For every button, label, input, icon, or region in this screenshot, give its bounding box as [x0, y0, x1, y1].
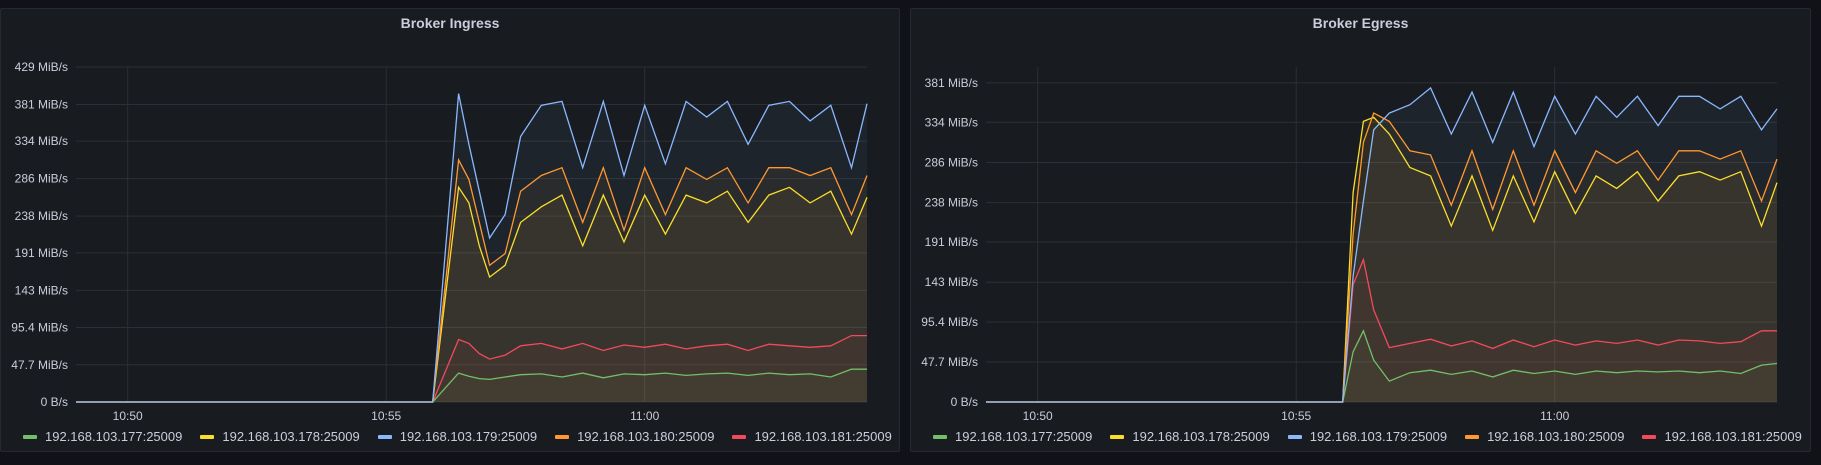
legend-label: 192.168.103.178:25009 — [222, 429, 360, 444]
series-area — [76, 93, 867, 402]
legend-label: 192.168.103.179:25009 — [1309, 429, 1448, 444]
legend-label: 192.168.103.181:25009 — [754, 429, 892, 444]
series-line — [76, 185, 868, 403]
legend-label: 192.168.103.179:25009 — [399, 429, 538, 444]
y-tick-label: 191 MiB/s — [925, 235, 978, 249]
legend-swatch — [555, 434, 570, 439]
legend-item[interactable]: 192.168.103.177:25009 — [23, 429, 182, 444]
y-tick-label: 334 MiB/s — [15, 134, 68, 148]
y-tick-label: 286 MiB/s — [15, 172, 68, 186]
legend-swatch — [1110, 434, 1125, 439]
x-tick-label: 10:50 — [113, 409, 143, 423]
series-line — [986, 112, 1778, 403]
legend-swatch — [732, 434, 747, 439]
y-tick-label: 191 MiB/s — [15, 246, 68, 260]
y-tick-label: 47.7 MiB/s — [11, 358, 68, 372]
y-tick-label: 238 MiB/s — [15, 209, 68, 223]
legend-swatch — [1642, 434, 1657, 439]
legend-swatch — [1287, 434, 1302, 439]
legend-label: 192.168.103.180:25009 — [1487, 429, 1625, 444]
legend-swatch — [1465, 434, 1480, 439]
legend-item[interactable]: 192.168.103.181:25009 — [732, 429, 892, 444]
legend-label: 192.168.103.178:25009 — [1132, 429, 1270, 444]
legend-label: 192.168.103.177:25009 — [955, 429, 1093, 444]
series-line — [986, 257, 1777, 403]
y-tick-label: 381 MiB/s — [15, 97, 68, 111]
legend-label: 192.168.103.181:25009 — [1664, 429, 1802, 444]
series-area — [986, 330, 1777, 402]
legend-label: 192.168.103.177:25009 — [45, 429, 183, 444]
series-line — [76, 157, 868, 403]
broker-egress-panel: Broker Egress 0 B/s 47.7 MiB/s 95.4 MiB/s 1… — [910, 8, 1811, 452]
legend-item[interactable]: 192.168.103.177:25009 — [933, 429, 1092, 444]
legend-item[interactable]: 192.168.103.178:25009 — [1110, 429, 1270, 444]
legend-item[interactable]: 192.168.103.180:25009 — [555, 429, 714, 444]
y-tick-label: 95.4 MiB/s — [11, 321, 68, 335]
y-tick-label: 95.4 MiB/s — [921, 315, 978, 329]
broker-ingress-chart[interactable]: 0 B/s 47.7 MiB/s 95.4 MiB/s 143 MiB/s 191 Mi… — [1, 9, 901, 424]
broker-egress-chart[interactable]: 0 B/s 47.7 MiB/s 95.4 MiB/s 143 MiB/s 191 Mi… — [911, 9, 1812, 424]
legend-swatch — [377, 434, 392, 439]
y-tick-label: 286 MiB/s — [925, 155, 978, 169]
legend-item[interactable]: 192.168.103.179:25009 — [377, 429, 538, 444]
series-area — [76, 335, 867, 402]
legend-swatch — [23, 434, 37, 439]
panel-title: Broker Ingress — [400, 15, 500, 31]
series-area — [76, 369, 867, 402]
y-tick-label: 334 MiB/s — [925, 115, 978, 129]
y-tick-label: 238 MiB/s — [925, 196, 978, 210]
broker-ingress-panel: Broker Ingress 0 B/s 47.7 MiB/s 95.4 MiB/s… — [0, 8, 900, 452]
series-line — [76, 93, 868, 403]
y-tick-label: 0 B/s — [41, 395, 68, 409]
legend-label: 192.168.103.180:25009 — [577, 429, 715, 444]
series-line — [986, 329, 1778, 403]
y-tick-label: 381 MiB/s — [925, 76, 978, 90]
legend-swatch — [933, 434, 947, 439]
legend-item[interactable]: 192.168.103.179:25009 — [1287, 429, 1448, 444]
y-tick-label: 143 MiB/s — [925, 275, 978, 289]
y-tick-label: 47.7 MiB/s — [921, 355, 978, 369]
series-line — [76, 368, 867, 403]
x-tick-label: 10:55 — [371, 409, 401, 423]
series-line — [986, 116, 1778, 403]
x-tick-label: 11:00 — [1540, 409, 1569, 423]
x-tick-label: 11:00 — [630, 409, 659, 423]
y-tick-label: 143 MiB/s — [15, 283, 68, 297]
series-area — [76, 187, 867, 402]
legend-swatch — [200, 434, 215, 439]
legend-item[interactable]: 192.168.103.180:25009 — [1465, 429, 1624, 444]
series-line — [986, 86, 1778, 403]
x-tick-label: 10:50 — [1023, 409, 1053, 423]
legend-item[interactable]: 192.168.103.178:25009 — [200, 429, 360, 444]
series-area — [986, 117, 1777, 403]
legend: 192.168.103.177:25009 192.168.103.178:250… — [933, 429, 1802, 444]
y-tick-label: 0 B/s — [951, 395, 978, 409]
series-line — [76, 334, 867, 403]
legend-item[interactable]: 192.168.103.181:25009 — [1642, 429, 1802, 444]
y-tick-label: 429 MiB/s — [15, 60, 68, 74]
legend: 192.168.103.177:25009 192.168.103.178:250… — [23, 429, 892, 444]
x-tick-label: 10:55 — [1281, 409, 1311, 423]
series-area — [986, 259, 1777, 402]
series-area — [76, 159, 867, 402]
panel-title: Broker Egress — [1312, 15, 1409, 31]
series-area — [986, 87, 1777, 403]
